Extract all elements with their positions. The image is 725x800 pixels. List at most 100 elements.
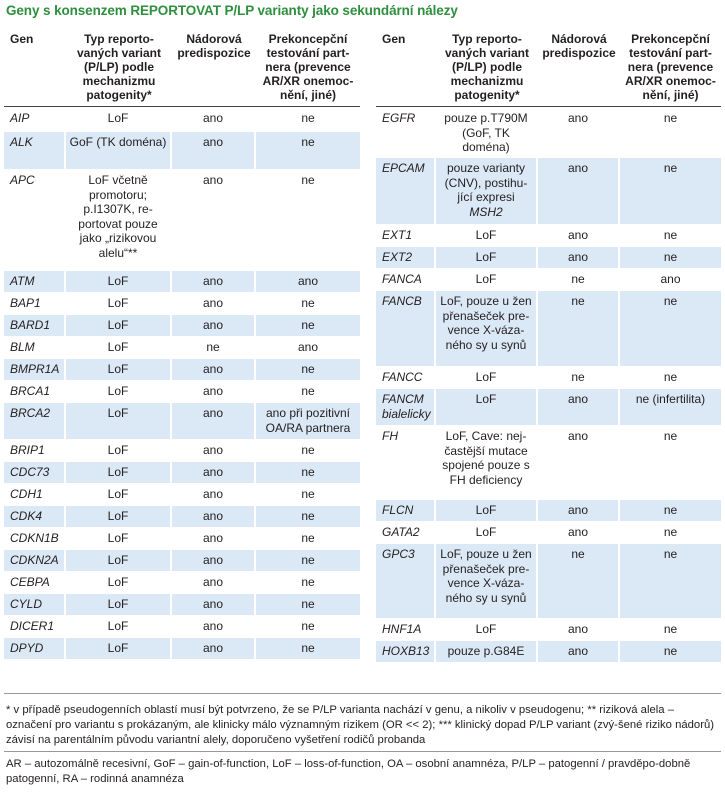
gene-table-left: Gen Typ reporto-vaných variant (P/LP) po… <box>4 24 360 659</box>
table-row: BRIP1 LoF ano ne <box>4 439 360 461</box>
preconception-cell: ne <box>620 640 721 662</box>
gene-cell: EGFR <box>376 107 436 157</box>
table-row: EXT1 LoF ano ne <box>376 224 721 246</box>
table-row: CDKN2A LoF ano ne <box>4 549 360 571</box>
gene-cell: CDH1 <box>4 483 66 505</box>
variant-type-cell: LoF <box>66 270 172 292</box>
header-typ: Typ reporto-vaných variant (P/LP) podle … <box>66 24 172 107</box>
table-row: APC LoF včetně promotoru; p.I1307K, re-po… <box>4 169 360 270</box>
variant-type-cell: LoF včetně promotoru; p.I1307K, re-porto… <box>66 169 172 270</box>
preconception-cell: ano <box>256 336 360 358</box>
tumor-predisposition-cell: ano <box>172 169 256 270</box>
preconception-cell: ne <box>620 618 721 640</box>
preconception-cell: ne <box>620 366 721 388</box>
variant-type-cell: LoF <box>66 527 172 549</box>
table-row: ALK GoF (TK doména) ano ne <box>4 131 360 169</box>
divider <box>4 751 721 752</box>
table-row: BLM LoF ne ano <box>4 336 360 358</box>
tumor-predisposition-cell: ano <box>172 107 256 131</box>
tumor-predisposition-cell: ano <box>172 615 256 637</box>
table-row: AIP LoF ano ne <box>4 107 360 131</box>
tumor-predisposition-cell: ano <box>172 314 256 336</box>
variant-type-cell: LoF <box>66 571 172 593</box>
variant-type-cell: LoF <box>66 314 172 336</box>
gene-cell: ALK <box>4 131 66 169</box>
gene-cell: HOXB13 <box>376 640 436 662</box>
tumor-predisposition-cell: ano <box>538 157 620 224</box>
gene-cell: BAP1 <box>4 292 66 314</box>
tumor-predisposition-cell: ano <box>538 640 620 662</box>
table-row: BRCA1 LoF ano ne <box>4 380 360 402</box>
variant-type-cell: LoF <box>66 439 172 461</box>
divider <box>4 693 721 694</box>
table-row: BARD1 LoF ano ne <box>4 314 360 336</box>
variant-type-cell: LoF <box>66 380 172 402</box>
table-row: FANCC LoF ne ne <box>376 366 721 388</box>
table-row: BAP1 LoF ano ne <box>4 292 360 314</box>
tumor-predisposition-cell: ano <box>538 499 620 521</box>
tumor-predisposition-cell: ano <box>172 131 256 169</box>
tumor-predisposition-cell: ano <box>172 593 256 615</box>
gene-cell: FANCB <box>376 290 436 366</box>
tumor-predisposition-cell: ano <box>538 107 620 157</box>
variant-type-cell: GoF (TK doména) <box>66 131 172 169</box>
tumor-predisposition-cell: ano <box>172 637 256 659</box>
tumor-predisposition-cell: ano <box>172 549 256 571</box>
variant-type-cell: pouze p.G84E <box>436 640 538 662</box>
table-row: CEBPA LoF ano ne <box>4 571 360 593</box>
table-row: CDC73 LoF ano ne <box>4 461 360 483</box>
gene-cell: FLCN <box>376 499 436 521</box>
preconception-cell: ne <box>256 439 360 461</box>
variant-type-cell: LoF, pouze u žen přenašeček pre-vence X-… <box>436 290 538 366</box>
tumor-predisposition-cell: ano <box>172 358 256 380</box>
header-nador: Nádorová predispozice <box>538 24 620 107</box>
variant-type-cell: LoF <box>436 268 538 290</box>
preconception-cell: ne (infertilita) <box>620 388 721 425</box>
preconception-cell: ne <box>620 246 721 268</box>
preconception-cell: ne <box>256 461 360 483</box>
gene-cell: HNF1A <box>376 618 436 640</box>
tumor-predisposition-cell: ano <box>172 270 256 292</box>
preconception-cell: ne <box>256 292 360 314</box>
preconception-cell: ne <box>256 527 360 549</box>
preconception-cell: ne <box>256 571 360 593</box>
variant-type-cell: LoF <box>66 549 172 571</box>
tumor-predisposition-cell: ne <box>172 336 256 358</box>
preconception-cell: ne <box>256 380 360 402</box>
gene-cell: GPC3 <box>376 543 436 618</box>
header-prekon: Prekoncepční testování part-nera (preven… <box>256 24 360 107</box>
gene-cell: APC <box>4 169 66 270</box>
table-row: EXT2 LoF ano ne <box>376 246 721 268</box>
gene-cell: BLM <box>4 336 66 358</box>
gene-cell: BRCA1 <box>4 380 66 402</box>
table-row: CDKN1B LoF ano ne <box>4 527 360 549</box>
gene-cell: BRCA2 <box>4 402 66 439</box>
table-row: CYLD LoF ano ne <box>4 593 360 615</box>
table-row: CDK4 LoF ano ne <box>4 505 360 527</box>
table-row: FANCB LoF, pouze u žen přenašeček pre-ven… <box>376 290 721 366</box>
gene-cell: CYLD <box>4 593 66 615</box>
variant-type-cell: LoF <box>436 246 538 268</box>
variant-type-cell: LoF <box>66 637 172 659</box>
gene-cell: FANCM bialelicky <box>376 388 436 425</box>
variant-type-cell: LoF <box>436 366 538 388</box>
preconception-cell: ne <box>620 499 721 521</box>
gene-cell: AIP <box>4 107 66 131</box>
tumor-predisposition-cell: ano <box>538 224 620 246</box>
tumor-predisposition-cell: ne <box>538 366 620 388</box>
variant-type-cell: pouze p.T790M (GoF, TK doména) <box>436 107 538 157</box>
tumor-predisposition-cell: ne <box>538 290 620 366</box>
gene-table-right: Gen Typ reporto-vaných variant (P/LP) po… <box>376 24 721 662</box>
table-title: Geny s konsenzem REPORTOVAT P/LP variant… <box>6 3 458 18</box>
header-prekon: Prekoncepční testování part-nera (preven… <box>620 24 721 107</box>
preconception-cell: ne <box>620 107 721 157</box>
gene-cell: DICER1 <box>4 615 66 637</box>
header-gen: Gen <box>4 24 66 107</box>
tumor-predisposition-cell: ano <box>538 388 620 425</box>
preconception-cell: ne <box>620 543 721 618</box>
preconception-cell: ano <box>620 268 721 290</box>
gene-cell: GATA2 <box>376 521 436 543</box>
gene-cell: BARD1 <box>4 314 66 336</box>
tumor-predisposition-cell: ano <box>172 483 256 505</box>
gene-cell: FANCA <box>376 268 436 290</box>
